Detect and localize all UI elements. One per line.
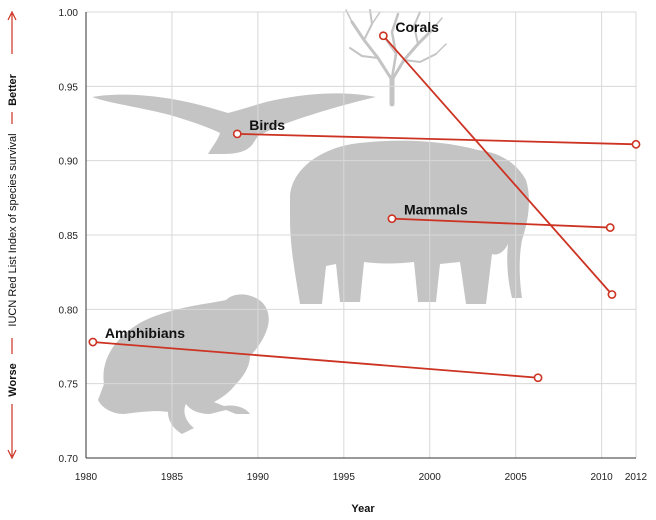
y-tick-label: 0.90 <box>59 157 79 168</box>
y-tick-label: 0.85 <box>59 231 79 242</box>
data-point-amphibians <box>88 337 98 347</box>
series-label-amphibians: Amphibians <box>105 325 185 341</box>
y-axis-title: IUCN Red List Index of species survival <box>7 133 19 326</box>
series-label-mammals: Mammals <box>404 202 468 218</box>
elephant-silhouette <box>290 140 529 304</box>
y-tick-label: 0.75 <box>59 380 79 391</box>
data-point-mammals <box>605 223 615 232</box>
series-line-corals <box>382 35 613 296</box>
x-tick-label: 2010 <box>591 472 614 483</box>
series-line-amphibians <box>92 341 539 379</box>
x-tick-label: 2005 <box>505 472 528 483</box>
series-group: Corals Birds Mammals Amphibians <box>88 19 641 383</box>
x-tick-label: 1995 <box>333 472 356 483</box>
data-point-corals <box>378 31 388 41</box>
x-tick-label: 2012 <box>625 472 648 483</box>
data-point-mammals <box>387 214 397 224</box>
series-mammals: Mammals <box>387 202 615 232</box>
x-tick-label: 1990 <box>247 472 270 483</box>
y-tick-label: 0.80 <box>59 305 79 316</box>
data-point-amphibians <box>533 373 543 383</box>
frog-silhouette <box>98 294 269 434</box>
vulture-silhouette <box>92 93 376 154</box>
better-label: Better <box>7 73 19 106</box>
down-arrow-icon <box>7 404 17 460</box>
series-line-mammals <box>391 217 611 229</box>
series-line-birds <box>237 133 637 146</box>
y-tick-label: 1.00 <box>59 8 79 19</box>
silhouettes <box>92 9 529 434</box>
x-tick-label: 1980 <box>75 472 98 483</box>
data-point-birds <box>232 129 242 139</box>
coral-silhouette <box>345 9 447 107</box>
up-arrow-icon <box>7 10 17 54</box>
worse-label: Worse <box>7 363 19 396</box>
data-point-corals <box>607 290 617 299</box>
series-amphibians: Amphibians <box>88 325 543 383</box>
y-tick-label: 0.70 <box>59 454 79 465</box>
series-label-corals: Corals <box>395 19 439 35</box>
series-corals: Corals <box>378 19 617 299</box>
data-point-birds <box>631 139 641 149</box>
series-label-birds: Birds <box>249 117 285 133</box>
series-birds: Birds <box>232 117 641 149</box>
y-tick-labels: 0.70 0.75 0.80 0.85 0.90 0.95 1.00 <box>59 8 79 465</box>
x-tick-labels: 1980 1985 1990 1995 2000 2005 2010 2012 <box>75 472 648 483</box>
y-tick-label: 0.95 <box>59 82 79 93</box>
x-tick-label: 1985 <box>161 472 184 483</box>
axes <box>85 12 636 459</box>
y-side-annotation: Better IUCN Red List Index of species su… <box>7 10 19 460</box>
x-tick-label: 2000 <box>419 472 442 483</box>
x-axis-title: Year <box>351 503 375 515</box>
